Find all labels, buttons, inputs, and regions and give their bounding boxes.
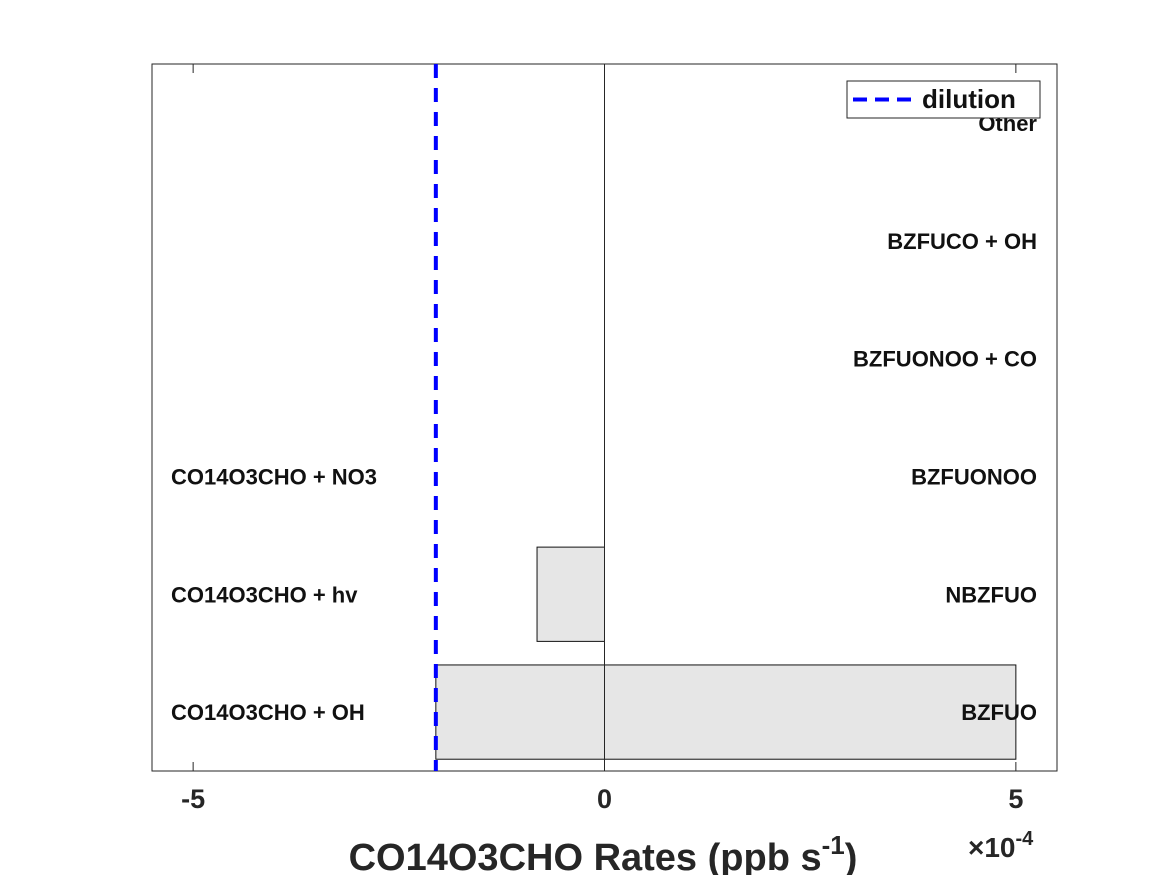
production-label-0: BZFUO xyxy=(961,700,1037,725)
x-axis-exponent: ×10-4 xyxy=(968,828,1034,863)
row-labels: CO14O3CHO + OH CO14O3CHO + hv CO14O3CHO + … xyxy=(171,111,1037,725)
bars-layer xyxy=(435,546,1017,760)
production-label-3: BZFUONOO + CO xyxy=(853,347,1037,372)
x-tick-label: -5 xyxy=(181,784,205,814)
bar-row-1 xyxy=(536,546,606,642)
x-axis-ticks: -5 0 5 xyxy=(181,64,1023,814)
bar-row-0 xyxy=(435,664,1017,760)
x-tick-label: 0 xyxy=(597,784,612,814)
loss-label-2: CO14O3CHO + NO3 xyxy=(171,464,377,489)
loss-label-1: CO14O3CHO + hv xyxy=(171,582,358,607)
production-label-2: BZFUONOO xyxy=(911,464,1037,489)
legend: dilution xyxy=(846,80,1041,119)
x-axis-label: CO14O3CHO Rates (ppb s-1) xyxy=(349,830,858,875)
production-label-1: NBZFUO xyxy=(945,582,1037,607)
production-label-4: BZFUCO + OH xyxy=(887,229,1037,254)
x-tick-label: 5 xyxy=(1008,784,1023,814)
legend-dilution-label: dilution xyxy=(922,84,1016,114)
loss-label-0: CO14O3CHO + OH xyxy=(171,700,365,725)
